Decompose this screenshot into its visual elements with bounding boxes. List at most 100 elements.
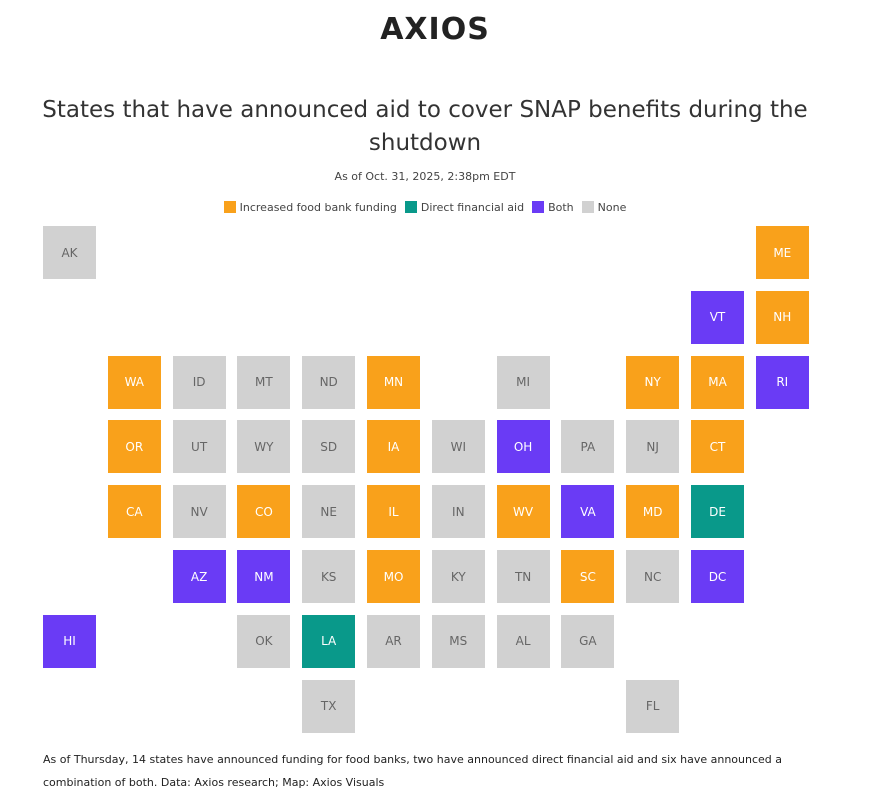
state-label: UT	[191, 439, 208, 454]
state-label: MS	[449, 634, 468, 649]
state-tile: NM	[237, 550, 291, 603]
state-label: NC	[644, 569, 662, 584]
state-label: SC	[579, 569, 596, 584]
state-tile: AL	[496, 614, 550, 668]
logo: AXIOS	[380, 12, 490, 47]
state-label: KS	[320, 569, 337, 584]
state-tile: NJ	[626, 420, 680, 474]
state-label: SD	[320, 439, 338, 454]
state-tile: OR	[107, 420, 161, 474]
state-tile: MO	[367, 550, 420, 603]
state-label: NJ	[646, 439, 659, 454]
state-tile: IA	[367, 420, 420, 474]
state-tile: TX	[302, 679, 356, 733]
state-tile: CA	[107, 485, 161, 539]
state-label: MT	[255, 375, 273, 390]
state-label: AL	[515, 634, 531, 649]
state-tile: KY	[431, 550, 485, 603]
state-tile: HI	[43, 614, 96, 668]
legend-label: Increased food bank funding	[239, 201, 397, 214]
state-label: MA	[708, 375, 727, 390]
state-tile: OK	[237, 614, 291, 668]
state-tile: MN	[367, 355, 420, 409]
state-label: MO	[383, 569, 404, 584]
state-label: OH	[513, 439, 533, 454]
state-tile: VA	[561, 485, 615, 539]
state-tile: NH	[755, 290, 809, 344]
legend-label: None	[597, 201, 627, 214]
state-label: NE	[320, 504, 337, 519]
state-label: CA	[126, 504, 143, 519]
state-label: KY	[450, 569, 466, 584]
state-tile: ND	[302, 355, 356, 409]
state-tile: NV	[172, 485, 226, 539]
state-label: CO	[254, 504, 273, 519]
state-label: OK	[255, 634, 273, 649]
state-label: TN	[514, 569, 532, 584]
legend-swatch	[581, 201, 594, 213]
title: States that have announced aid to cover …	[42, 97, 808, 156]
state-tile: VT	[691, 290, 744, 344]
state-label: LA	[321, 634, 337, 649]
state-label: IA	[387, 439, 400, 454]
state-label: MN	[383, 375, 404, 390]
state-label: OR	[125, 439, 144, 454]
state-label: TX	[320, 699, 337, 714]
state-tile: DE	[691, 485, 744, 539]
state-label: VT	[709, 310, 726, 325]
state-label: FL	[645, 699, 660, 714]
state-label: ND	[319, 375, 338, 390]
state-tile: IN	[431, 485, 485, 539]
legend-item: Direct financial aid	[404, 201, 524, 214]
state-label: ID	[192, 375, 206, 390]
state-label: MI	[516, 375, 531, 390]
state-tile: NY	[626, 355, 680, 409]
state-label: AZ	[190, 569, 208, 584]
state-tile: MA	[691, 355, 744, 409]
legend-item: Both	[532, 201, 574, 214]
subtitle: As of Oct. 31, 2025, 2:38pm EDT	[334, 170, 516, 183]
state-tile: ID	[172, 355, 226, 409]
state-tile: SD	[302, 420, 356, 474]
state-label: HI	[63, 634, 76, 649]
state-label: DE	[709, 504, 726, 519]
state-label: ME	[773, 245, 792, 260]
state-tile: DC	[691, 550, 744, 603]
state-tile: SC	[561, 550, 615, 603]
state-label: AK	[61, 245, 78, 260]
state-label: GA	[579, 634, 597, 649]
state-tile: MS	[431, 614, 485, 668]
state-label: RI	[776, 375, 789, 390]
state-tile: KS	[302, 550, 356, 603]
caption: As of Thursday, 14 states have announced…	[43, 753, 783, 789]
state-tile: TN	[496, 550, 550, 603]
state-tile: UT	[172, 420, 226, 474]
state-tile: IL	[367, 485, 420, 539]
state-label: NM	[254, 569, 274, 584]
state-tile: LA	[302, 614, 356, 668]
state-tile: ME	[755, 226, 809, 279]
state-tile: AZ	[172, 550, 226, 603]
state-label: NH	[773, 310, 792, 325]
state-tile: NE	[302, 485, 356, 539]
state-tile: NC	[626, 550, 680, 603]
state-tile: CO	[237, 485, 291, 539]
state-label: NV	[190, 504, 208, 519]
state-label: VA	[580, 504, 596, 519]
state-tile: WY	[237, 420, 291, 474]
legend-swatch	[404, 201, 417, 213]
legend-swatch	[532, 201, 545, 213]
state-label: PA	[580, 439, 596, 454]
legend-swatch	[223, 201, 236, 213]
state-label: IL	[388, 504, 399, 519]
state-label: MD	[642, 504, 663, 519]
legend-item: Increased food bank funding	[223, 201, 397, 214]
state-label: WI	[450, 439, 466, 454]
state-tile: MI	[496, 355, 550, 409]
state-tile: FL	[626, 679, 680, 733]
state-tile: WV	[496, 485, 550, 539]
state-tile: AR	[367, 614, 420, 668]
state-tile: RI	[755, 355, 809, 409]
state-label: DC	[708, 569, 727, 584]
